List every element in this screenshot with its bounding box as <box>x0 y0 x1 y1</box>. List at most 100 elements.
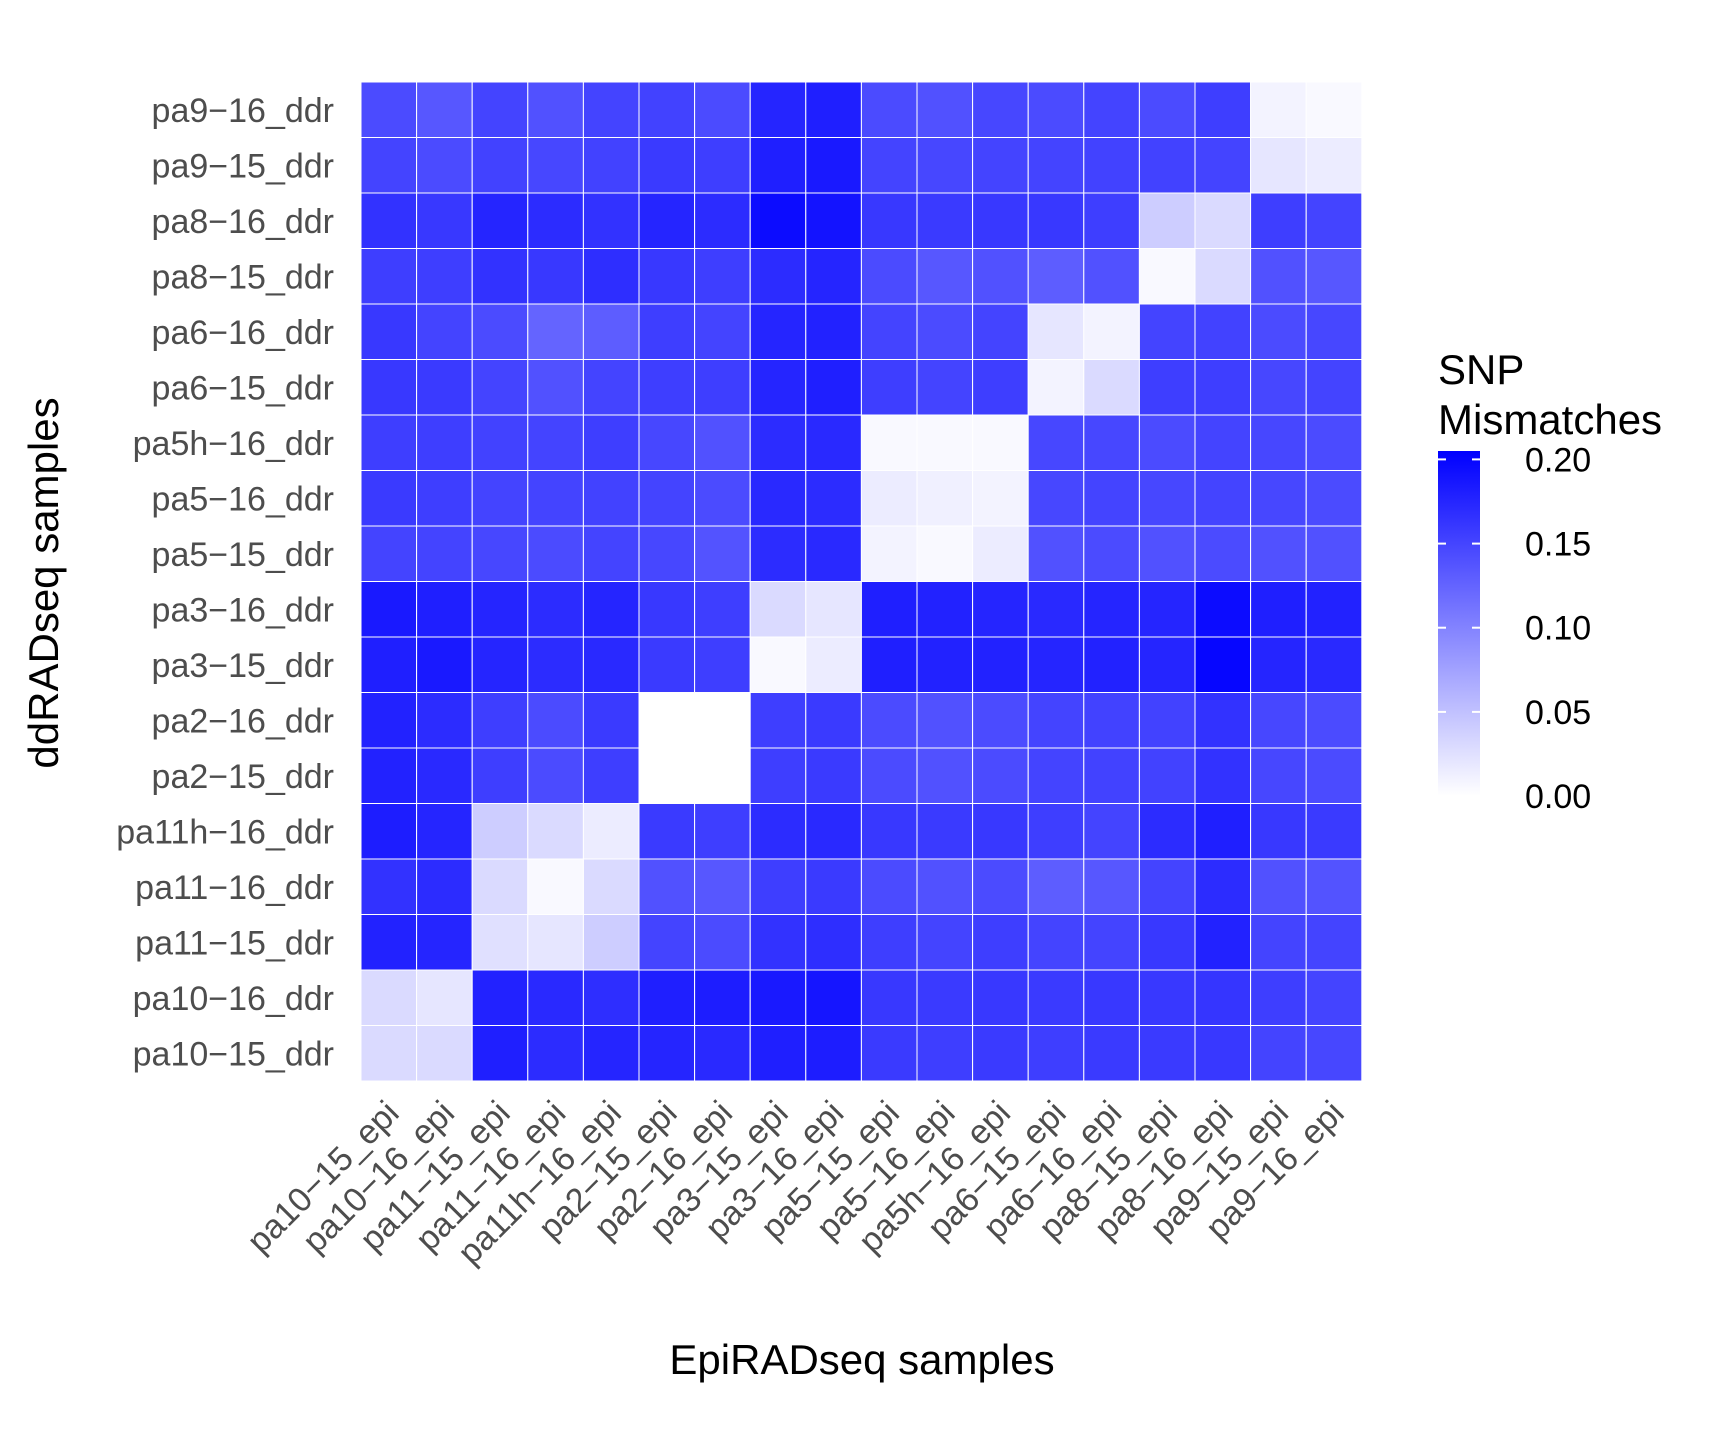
heatmap-cell <box>860 692 918 749</box>
heatmap-cell <box>1305 803 1363 860</box>
heatmap-cell <box>694 581 751 638</box>
colorbar-legend: SNP Mismatches 0.00 0.05 0.10 0.15 0.20 <box>1438 346 1662 816</box>
heatmap-cell <box>1305 858 1363 915</box>
heatmap-cell <box>805 969 862 1026</box>
heatmap-cell <box>1305 969 1363 1026</box>
y-tick-label: pa5−16_ddr <box>152 480 334 518</box>
heatmap-cell <box>360 969 418 1026</box>
heatmap-cell <box>638 636 696 693</box>
heatmap-cell <box>582 636 640 693</box>
heatmap-cell <box>1083 1025 1140 1082</box>
y-tick-label: pa11−15_ddr <box>135 924 334 962</box>
heatmap-cell <box>694 747 751 804</box>
heatmap-cell <box>860 747 918 804</box>
heatmap-cell <box>1250 303 1307 360</box>
heatmap-cell <box>916 914 974 971</box>
heatmap-cell <box>860 636 918 693</box>
heatmap-cell <box>749 192 807 249</box>
heatmap-cell <box>638 414 696 471</box>
heatmap-cell <box>638 81 696 138</box>
heatmap-cell <box>1194 470 1252 527</box>
y-axis-title: ddRADseq samples <box>20 397 67 768</box>
heatmap-cell <box>805 359 862 416</box>
heatmap-cell <box>916 1025 974 1082</box>
heatmap-cell <box>805 747 862 804</box>
heatmap-cell <box>860 303 918 360</box>
heatmap-cell <box>1305 747 1363 804</box>
heatmap-cell <box>527 192 584 249</box>
heatmap-cell <box>749 303 807 360</box>
heatmap-cell <box>582 803 640 860</box>
heatmap-cell <box>360 692 418 749</box>
y-tick-label: pa9−16_ddr <box>152 92 334 130</box>
colorbar-tick-label: 0.05 <box>1525 694 1591 732</box>
heatmap-cell <box>749 359 807 416</box>
heatmap-cell <box>360 303 418 360</box>
heatmap-cell <box>582 303 640 360</box>
heatmap-cell <box>527 137 584 194</box>
heatmap-cell <box>582 969 640 1026</box>
colorbar-tick-label: 0.10 <box>1525 610 1591 648</box>
heatmap-cell <box>416 248 473 305</box>
heatmap-cell <box>527 636 584 693</box>
heatmap-cell <box>360 581 418 638</box>
heatmap-cell <box>1194 525 1252 582</box>
heatmap-cell <box>527 803 584 860</box>
legend-title-line-2: Mismatches <box>1438 396 1662 443</box>
heatmap-cell <box>694 137 751 194</box>
heatmap-cell <box>1250 636 1307 693</box>
heatmap-cell <box>471 803 529 860</box>
heatmap-cell <box>860 414 918 471</box>
heatmap-cell <box>416 81 473 138</box>
heatmap-cell <box>749 470 807 527</box>
heatmap-cell <box>805 525 862 582</box>
heatmap-cell <box>1250 692 1307 749</box>
heatmap-cell <box>805 692 862 749</box>
heatmap-cell <box>527 303 584 360</box>
heatmap-cell <box>749 636 807 693</box>
heatmap-cell <box>582 414 640 471</box>
heatmap-cell <box>972 803 1029 860</box>
heatmap-cell <box>1027 914 1085 971</box>
heatmap-cell <box>916 192 974 249</box>
heatmap-cell <box>1027 81 1085 138</box>
heatmap-cell <box>1305 1025 1363 1082</box>
heatmap-cell <box>582 359 640 416</box>
heatmap-cell <box>860 858 918 915</box>
heatmap-cell <box>582 1025 640 1082</box>
heatmap-cell <box>1138 858 1196 915</box>
heatmap-cell <box>805 636 862 693</box>
heatmap-cell <box>1305 303 1363 360</box>
heatmap-cell <box>638 803 696 860</box>
heatmap-cell <box>1194 581 1252 638</box>
heatmap-cell <box>694 803 751 860</box>
heatmap-cell <box>1250 969 1307 1026</box>
heatmap-cell <box>527 581 584 638</box>
heatmap-cell <box>694 858 751 915</box>
heatmap-cell <box>749 414 807 471</box>
heatmap-cell <box>972 414 1029 471</box>
heatmap-cell <box>1083 137 1140 194</box>
heatmap-cell <box>749 137 807 194</box>
heatmap-cell <box>527 914 584 971</box>
heatmap-cell <box>805 137 862 194</box>
heatmap-cell <box>805 1025 862 1082</box>
heatmap-cell <box>1138 81 1196 138</box>
heatmap-cell <box>582 581 640 638</box>
heatmap-cell <box>694 525 751 582</box>
colorbar-tick-label: 0.15 <box>1525 526 1591 564</box>
heatmap-cell <box>749 692 807 749</box>
heatmap-cell <box>471 248 529 305</box>
heatmap-cell <box>1083 525 1140 582</box>
heatmap-cell <box>416 470 473 527</box>
heatmap-cell <box>1027 137 1085 194</box>
heatmap-cell <box>1027 192 1085 249</box>
heatmap-cell <box>582 747 640 804</box>
heatmap-cell <box>1083 192 1140 249</box>
heatmap-cell <box>694 192 751 249</box>
heatmap-cell <box>1305 248 1363 305</box>
heatmap-cell <box>638 525 696 582</box>
heatmap-cell <box>360 192 418 249</box>
heatmap-cell <box>1027 1025 1085 1082</box>
heatmap-cell <box>972 1025 1029 1082</box>
